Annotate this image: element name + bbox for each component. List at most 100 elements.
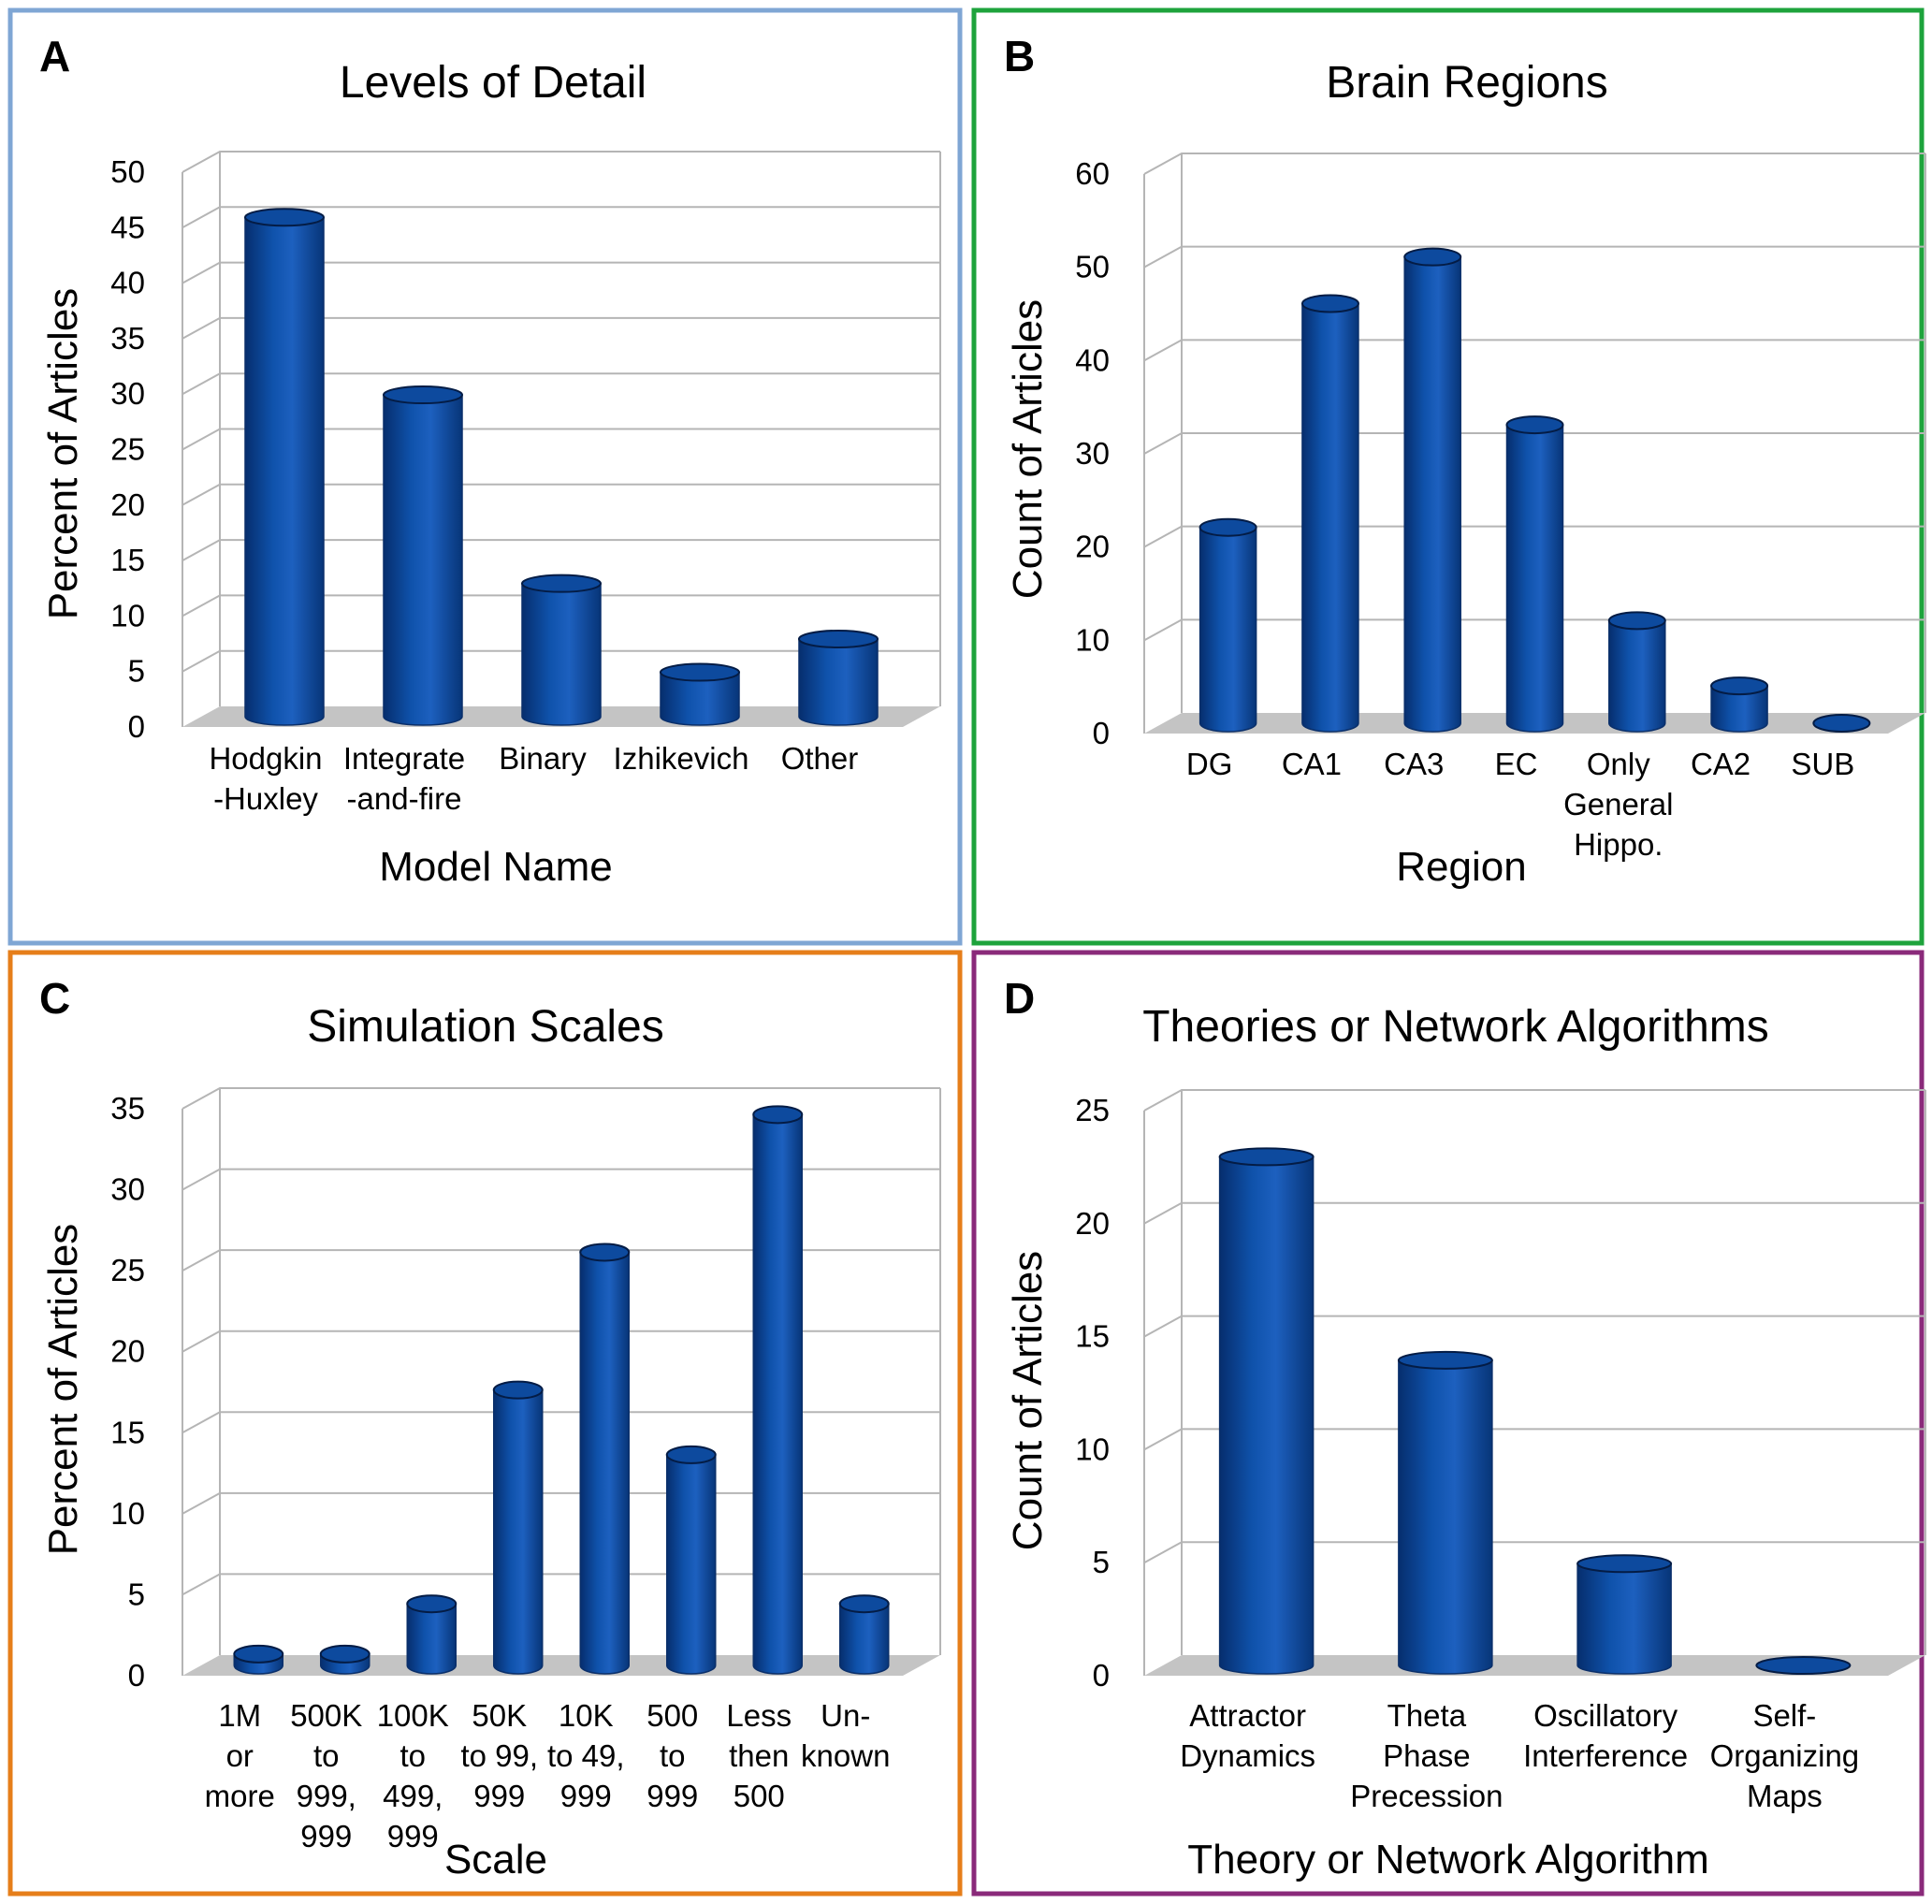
- panel-a-bar-top: [521, 574, 602, 593]
- panel-c-bar-body: [666, 1454, 717, 1675]
- panel-b-bar-body: [1301, 302, 1359, 733]
- panel-c-bar-body: [839, 1603, 890, 1675]
- panel-a-gridline: [182, 428, 940, 451]
- panel-c-category-label: 100K to 499, 999: [377, 1698, 449, 1853]
- panel-a-title: Levels of Detail: [340, 58, 646, 108]
- panel-c-bar: [233, 1644, 284, 1675]
- panel-d-frame: [971, 950, 1925, 1897]
- panel-c-xlabel: Scale: [444, 1837, 547, 1882]
- panel-d-category-label: Oscillatory Interference: [1523, 1698, 1688, 1773]
- panel-b-ytick-label: 50: [1075, 250, 1110, 284]
- panel-a-bar: [798, 629, 879, 726]
- panel-d-xlabel: Theory or Network Algorithm: [1187, 1837, 1709, 1882]
- panel-b-ytick-label: 60: [1075, 156, 1110, 191]
- panel-b-category-label: CA1: [1282, 747, 1342, 781]
- panel-d-bar-body: [1218, 1155, 1315, 1675]
- panel-a-ylabel: Percent of Articles: [40, 288, 86, 620]
- panel-d-bar-top: [1397, 1350, 1493, 1370]
- panel-b-bar-top: [1403, 247, 1462, 267]
- panel-b-bar-top: [1505, 415, 1564, 435]
- panel-a-gridline: [182, 539, 940, 561]
- panel-b-bar-body: [1403, 255, 1461, 733]
- panel-d-gridline: [1143, 1089, 1925, 1112]
- panel-b-gridline: [1143, 525, 1925, 548]
- panel-b-ytick-label: 0: [1093, 716, 1110, 750]
- panel-b-bar-top: [1607, 611, 1666, 631]
- panel-a-ytick-label: 20: [110, 487, 145, 522]
- panel-c-gridline: [182, 1249, 940, 1272]
- panel-b-bar-body: [1505, 424, 1564, 733]
- panel-b-letter: B: [1004, 32, 1035, 80]
- panel-a-bar-top: [383, 385, 463, 405]
- panel-d-bar-top: [1218, 1147, 1315, 1167]
- panel-c-ytick-label: 30: [110, 1172, 145, 1207]
- panel-c: C Simulation Scales Percent of Articles …: [7, 950, 963, 1897]
- panel-a-bar-body: [798, 638, 879, 726]
- panel-a-gridline: [182, 261, 940, 284]
- panel-c-ytick-label: 25: [110, 1253, 145, 1287]
- panel-b-ytick-label: 30: [1075, 436, 1110, 471]
- panel-c-bar: [492, 1380, 544, 1675]
- panel-d-bar: [1218, 1147, 1315, 1675]
- panel-b-gridline: [1143, 153, 1925, 175]
- panel-c-ytick-label: 10: [110, 1496, 145, 1531]
- panel-a-gridline: [182, 483, 940, 506]
- panel-a-ytick-label: 15: [110, 543, 145, 577]
- panel-a-ytick-label: 0: [128, 709, 145, 744]
- panel-b-bar-top: [1812, 714, 1871, 733]
- panel-a-bar-body: [244, 216, 325, 726]
- panel-a-category-label: Integrate -and-fire: [343, 741, 465, 816]
- panel-d-title: Theories or Network Algorithms: [1142, 1002, 1769, 1052]
- panel-d-floor: [1144, 1655, 1925, 1676]
- panel-d-category-label: Attractor Dynamics: [1180, 1698, 1315, 1773]
- panel-a-ytick-label: 5: [128, 654, 145, 689]
- panel-d-bar-top: [1576, 1554, 1673, 1574]
- panel-c-bar: [665, 1445, 717, 1675]
- panel-a-ytick-label: 30: [110, 376, 145, 411]
- panel-a-gridline: [182, 206, 940, 229]
- panel-b-bar: [1300, 294, 1359, 733]
- panel-a-gridline: [182, 594, 940, 618]
- panel-b-bar: [1505, 415, 1564, 733]
- panel-d-gridline: [1143, 1315, 1925, 1338]
- panel-d-category-label: Theta Phase Precession: [1350, 1698, 1503, 1813]
- panel-d-ytick-label: 15: [1075, 1319, 1110, 1354]
- panel-c-ytick-label: 0: [128, 1658, 145, 1693]
- panel-d-category-label: Self-Organizing Maps: [1710, 1698, 1860, 1813]
- panel-c-category-label: 500 to 999: [646, 1698, 698, 1813]
- panel-a-bar-top: [244, 208, 325, 227]
- panel-c-bar: [406, 1594, 458, 1675]
- panel-c-ylabel: Percent of Articles: [40, 1224, 86, 1556]
- panel-b-category-label: SUB: [1791, 747, 1854, 781]
- panel-b-category-label: CA3: [1384, 747, 1444, 781]
- panel-b-frame: [971, 7, 1925, 946]
- panel-a-letter: A: [39, 32, 70, 80]
- panel-c-bar-top: [579, 1243, 631, 1262]
- panel-b-bar-body: [1198, 526, 1257, 733]
- panel-a-bar-top: [660, 662, 740, 682]
- panel-c-frame: [7, 950, 963, 1897]
- panel-b-gridline: [1143, 432, 1925, 455]
- panel-c-gridline: [182, 1573, 940, 1596]
- panel-d-bar: [1397, 1350, 1493, 1675]
- panel-c-bar-top: [319, 1644, 370, 1664]
- panel-d-gridline: [1143, 1541, 1925, 1564]
- panel-b-bar: [1403, 247, 1462, 733]
- panel-c-ytick-label: 20: [110, 1334, 145, 1369]
- panel-b-xlabel: Region: [1396, 844, 1526, 890]
- panel-a-gridline: [182, 316, 940, 340]
- panel-a-ytick-label: 40: [110, 266, 145, 300]
- panel-b-ytick-label: 40: [1075, 342, 1110, 377]
- panel-b-bar-body: [1710, 685, 1768, 733]
- panel-a-bar: [521, 574, 602, 726]
- panel-b-bar: [1198, 517, 1257, 733]
- panel-c-bar-body: [493, 1388, 544, 1675]
- panel-c-gridline: [182, 1330, 940, 1353]
- panel-c-category-label: 1M or more: [205, 1698, 275, 1813]
- panel-d-ytick-label: 0: [1093, 1658, 1110, 1693]
- panel-c-bar: [579, 1243, 631, 1675]
- panel-d-bar-top: [1755, 1656, 1852, 1675]
- panel-a-xlabel: Model Name: [379, 844, 612, 890]
- panel-c-ytick-label: 15: [110, 1415, 145, 1449]
